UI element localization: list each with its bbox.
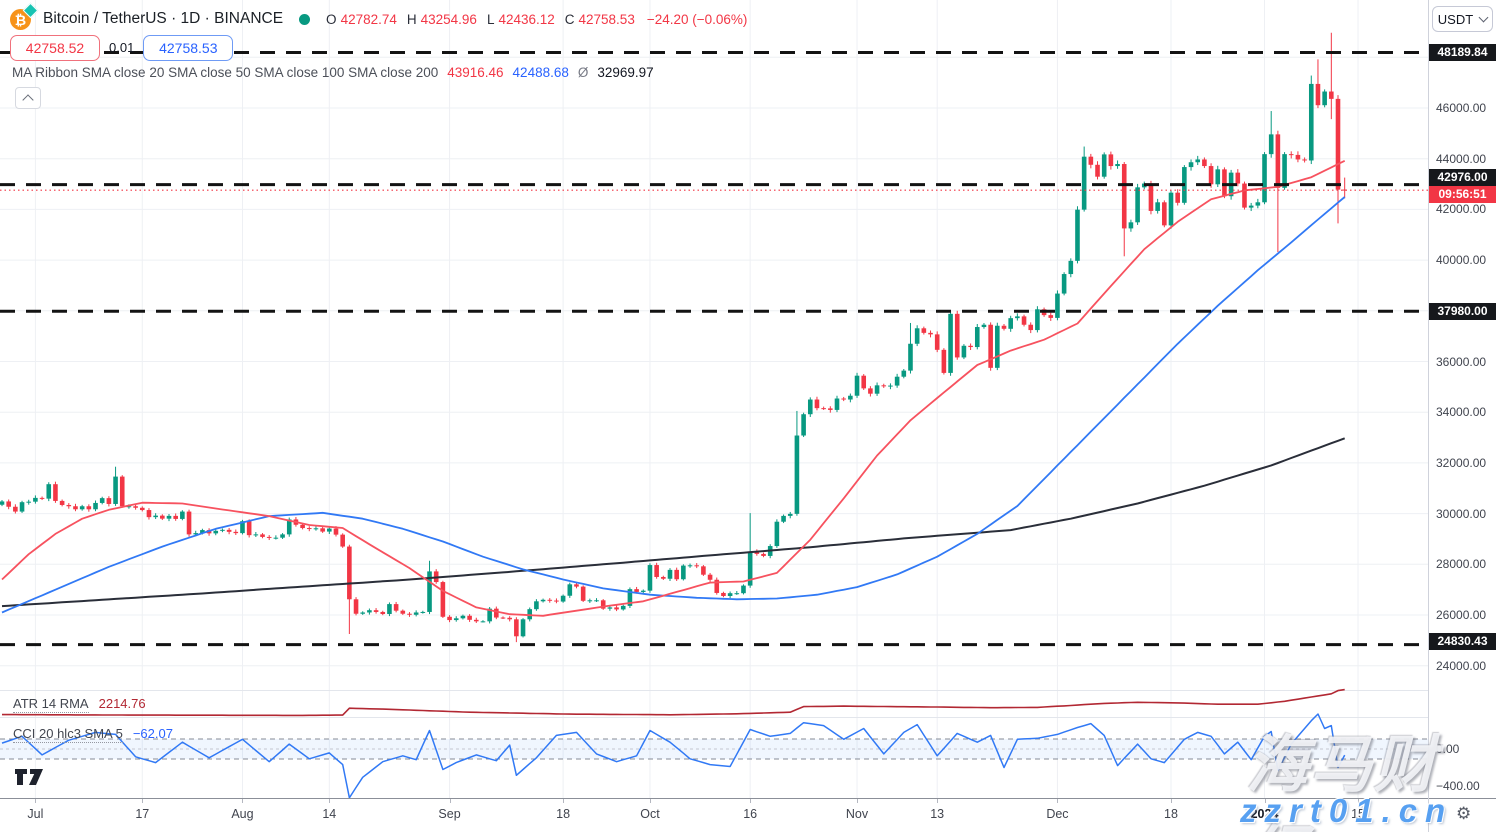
time-axis-tick xyxy=(449,799,451,803)
low-label: L xyxy=(486,11,495,27)
price-axis-label: 42000.00 xyxy=(1436,202,1487,217)
time-axis-tick xyxy=(750,799,752,803)
cci-legend[interactable]: CCI 20 hlc3 SMA 5 −62.07 xyxy=(13,726,173,743)
ma-value-mid: 42488.68 xyxy=(512,65,569,80)
price-axis-label: 36000.00 xyxy=(1436,354,1487,369)
time-axis-label: Oct xyxy=(640,807,660,821)
high-value: 43254.96 xyxy=(420,11,477,27)
chevron-up-icon xyxy=(22,93,34,106)
price-axis-label: 34000.00 xyxy=(1436,405,1487,420)
ma-average-symbol: Ø xyxy=(577,65,589,80)
cci-axis-label: −400.00 xyxy=(1436,779,1480,793)
ma-average-value: 32969.97 xyxy=(597,65,654,80)
price-axis-label: 26000.00 xyxy=(1436,608,1487,622)
tradingview-logo-icon[interactable] xyxy=(14,768,46,791)
price-level-badge: 48189.84 xyxy=(1429,43,1496,61)
sell-button[interactable]: 42758.52 xyxy=(10,34,100,61)
atr-label: ATR 14 RMA xyxy=(13,696,89,713)
chart-header: ₿ Bitcoin / TetherUS · 1D · BINANCE O 427… xyxy=(10,2,747,33)
atr-legend[interactable]: ATR 14 RMA 2214.76 xyxy=(13,696,146,713)
ma-ribbon-label: MA Ribbon SMA close 20 SMA close 50 SMA … xyxy=(12,65,439,80)
cci-label: CCI 20 hlc3 SMA 5 xyxy=(13,726,123,743)
close-label: C xyxy=(564,11,575,27)
time-axis-tick xyxy=(649,799,651,803)
symbol-title[interactable]: Bitcoin / TetherUS · 1D · BINANCE xyxy=(43,10,284,27)
time-axis-tick xyxy=(142,799,144,803)
time-axis-tick xyxy=(937,799,939,803)
time-axis-label: Jul xyxy=(27,807,44,821)
time-axis-label: 17 xyxy=(135,807,150,821)
cci-value: −62.07 xyxy=(132,726,173,741)
time-axis-label: Sep xyxy=(438,807,461,821)
time-axis-label: Dec xyxy=(1046,807,1069,821)
price-axis-label: 24000.00 xyxy=(1436,658,1487,673)
close-value: 42758.53 xyxy=(578,11,635,27)
currency-selector[interactable]: USDT xyxy=(1432,6,1493,32)
chevron-down-icon xyxy=(1478,12,1489,23)
price-chart-canvas[interactable] xyxy=(0,0,1428,798)
price-axis[interactable]: USDT 46000.00 44000.00 42000.00 40000.00 360… xyxy=(1428,0,1496,798)
time-axis-tick xyxy=(242,799,244,803)
time-axis[interactable]: Jul 17 Aug 14 Sep 18 Oct 16 Nov 13 Dec 18 2024 15 xyxy=(0,798,1496,832)
axis-corner-divider xyxy=(1428,798,1429,832)
cci-axis-label: 0.00 xyxy=(1436,742,1460,756)
trade-panel: 42758.52 0.01 42758.53 xyxy=(10,34,234,61)
price-level-badge: 24830.43 xyxy=(1429,632,1496,650)
time-axis-label: Nov xyxy=(845,807,869,821)
time-axis-tick xyxy=(1358,799,1360,803)
time-axis-tick xyxy=(857,799,859,803)
time-axis-tick xyxy=(1171,799,1172,803)
low-value: 42436.12 xyxy=(498,11,555,27)
bitcoin-logo-icon: ₿ xyxy=(10,2,39,31)
time-axis-label: 18 xyxy=(1164,807,1178,821)
change-value: −24.20 (−0.06%) xyxy=(646,11,748,27)
time-axis-label: 16 xyxy=(743,807,758,821)
currency-label: USDT xyxy=(1437,11,1474,27)
market-status-icon xyxy=(299,13,311,25)
time-axis-label: 15 xyxy=(1351,807,1365,821)
price-level-badge: 37980.00 xyxy=(1429,302,1496,320)
time-axis-label: 18 xyxy=(556,807,571,821)
open-value: 42782.74 xyxy=(340,11,397,27)
countdown-badge: 09:56:51 xyxy=(1429,185,1496,203)
gear-icon[interactable]: ⚙ xyxy=(1456,804,1472,823)
time-axis-tick xyxy=(1264,799,1266,803)
time-axis-tick xyxy=(563,799,565,803)
price-axis-label: 32000.00 xyxy=(1436,455,1487,470)
price-axis-label: 28000.00 xyxy=(1436,557,1487,572)
atr-value: 2214.76 xyxy=(98,696,146,711)
price-axis-label: 44000.00 xyxy=(1436,151,1487,166)
time-axis-tick xyxy=(1057,799,1059,803)
ohlc-readout: O 42782.74 H 43254.96 L 42436.12 C 42758.53 … xyxy=(326,12,747,27)
open-label: O xyxy=(326,11,337,27)
buy-button[interactable]: 42758.53 xyxy=(143,34,234,61)
time-axis-label: 13 xyxy=(930,807,945,821)
price-axis-label: 40000.00 xyxy=(1436,253,1487,268)
time-axis-label: 2024 xyxy=(1250,807,1279,821)
high-label: H xyxy=(406,11,417,27)
time-axis-tick xyxy=(35,799,37,803)
time-axis-label: 14 xyxy=(322,807,337,821)
price-level-badge: 42976.00 xyxy=(1429,168,1496,186)
time-axis-label: Aug xyxy=(231,807,254,821)
price-axis-label: 46000.00 xyxy=(1436,101,1487,115)
collapse-legend-button[interactable] xyxy=(15,87,41,109)
spread-value: 0.01 xyxy=(109,40,135,55)
time-axis-tick xyxy=(329,799,331,803)
ma-value-fast: 43916.46 xyxy=(447,65,504,80)
price-axis-label: 30000.00 xyxy=(1436,506,1487,521)
ma-ribbon-legend[interactable]: MA Ribbon SMA close 20 SMA close 50 SMA … xyxy=(12,65,654,80)
